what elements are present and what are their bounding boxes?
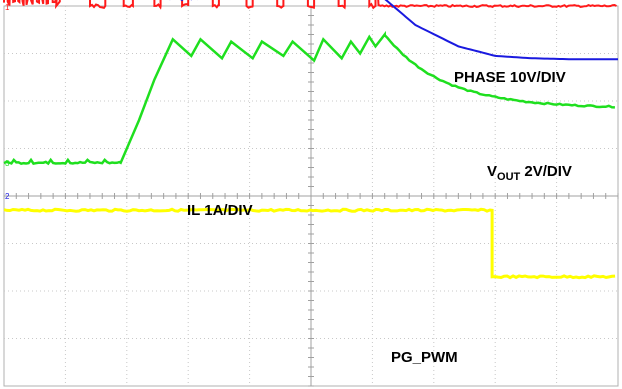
trace-il: 3: [3, 30, 615, 168]
channel-marker-1: 1: [5, 3, 10, 12]
series-label-phase: PHASE 10V/DIV: [454, 69, 566, 86]
channel-marker-3: 3: [5, 159, 10, 168]
channel-marker-2: 2: [5, 192, 10, 201]
trace-il-line: [3, 30, 615, 166]
trace-pg-pwm-line: [3, 207, 616, 280]
trace-vout-line: [169, 0, 618, 61]
trace-pg-pwm: [3, 207, 616, 280]
series-label-il: IL 1A/DIV: [187, 202, 253, 219]
trace-vout: 2: [5, 0, 618, 201]
trace-phase: 1: [3, 0, 617, 12]
series-label-vout: VOUT 2V/DIV: [487, 163, 572, 183]
series-label-pg-pwm: PG_PWM: [391, 349, 458, 366]
trace-phase-line: [3, 0, 617, 10]
grid: [3, 5, 619, 387]
